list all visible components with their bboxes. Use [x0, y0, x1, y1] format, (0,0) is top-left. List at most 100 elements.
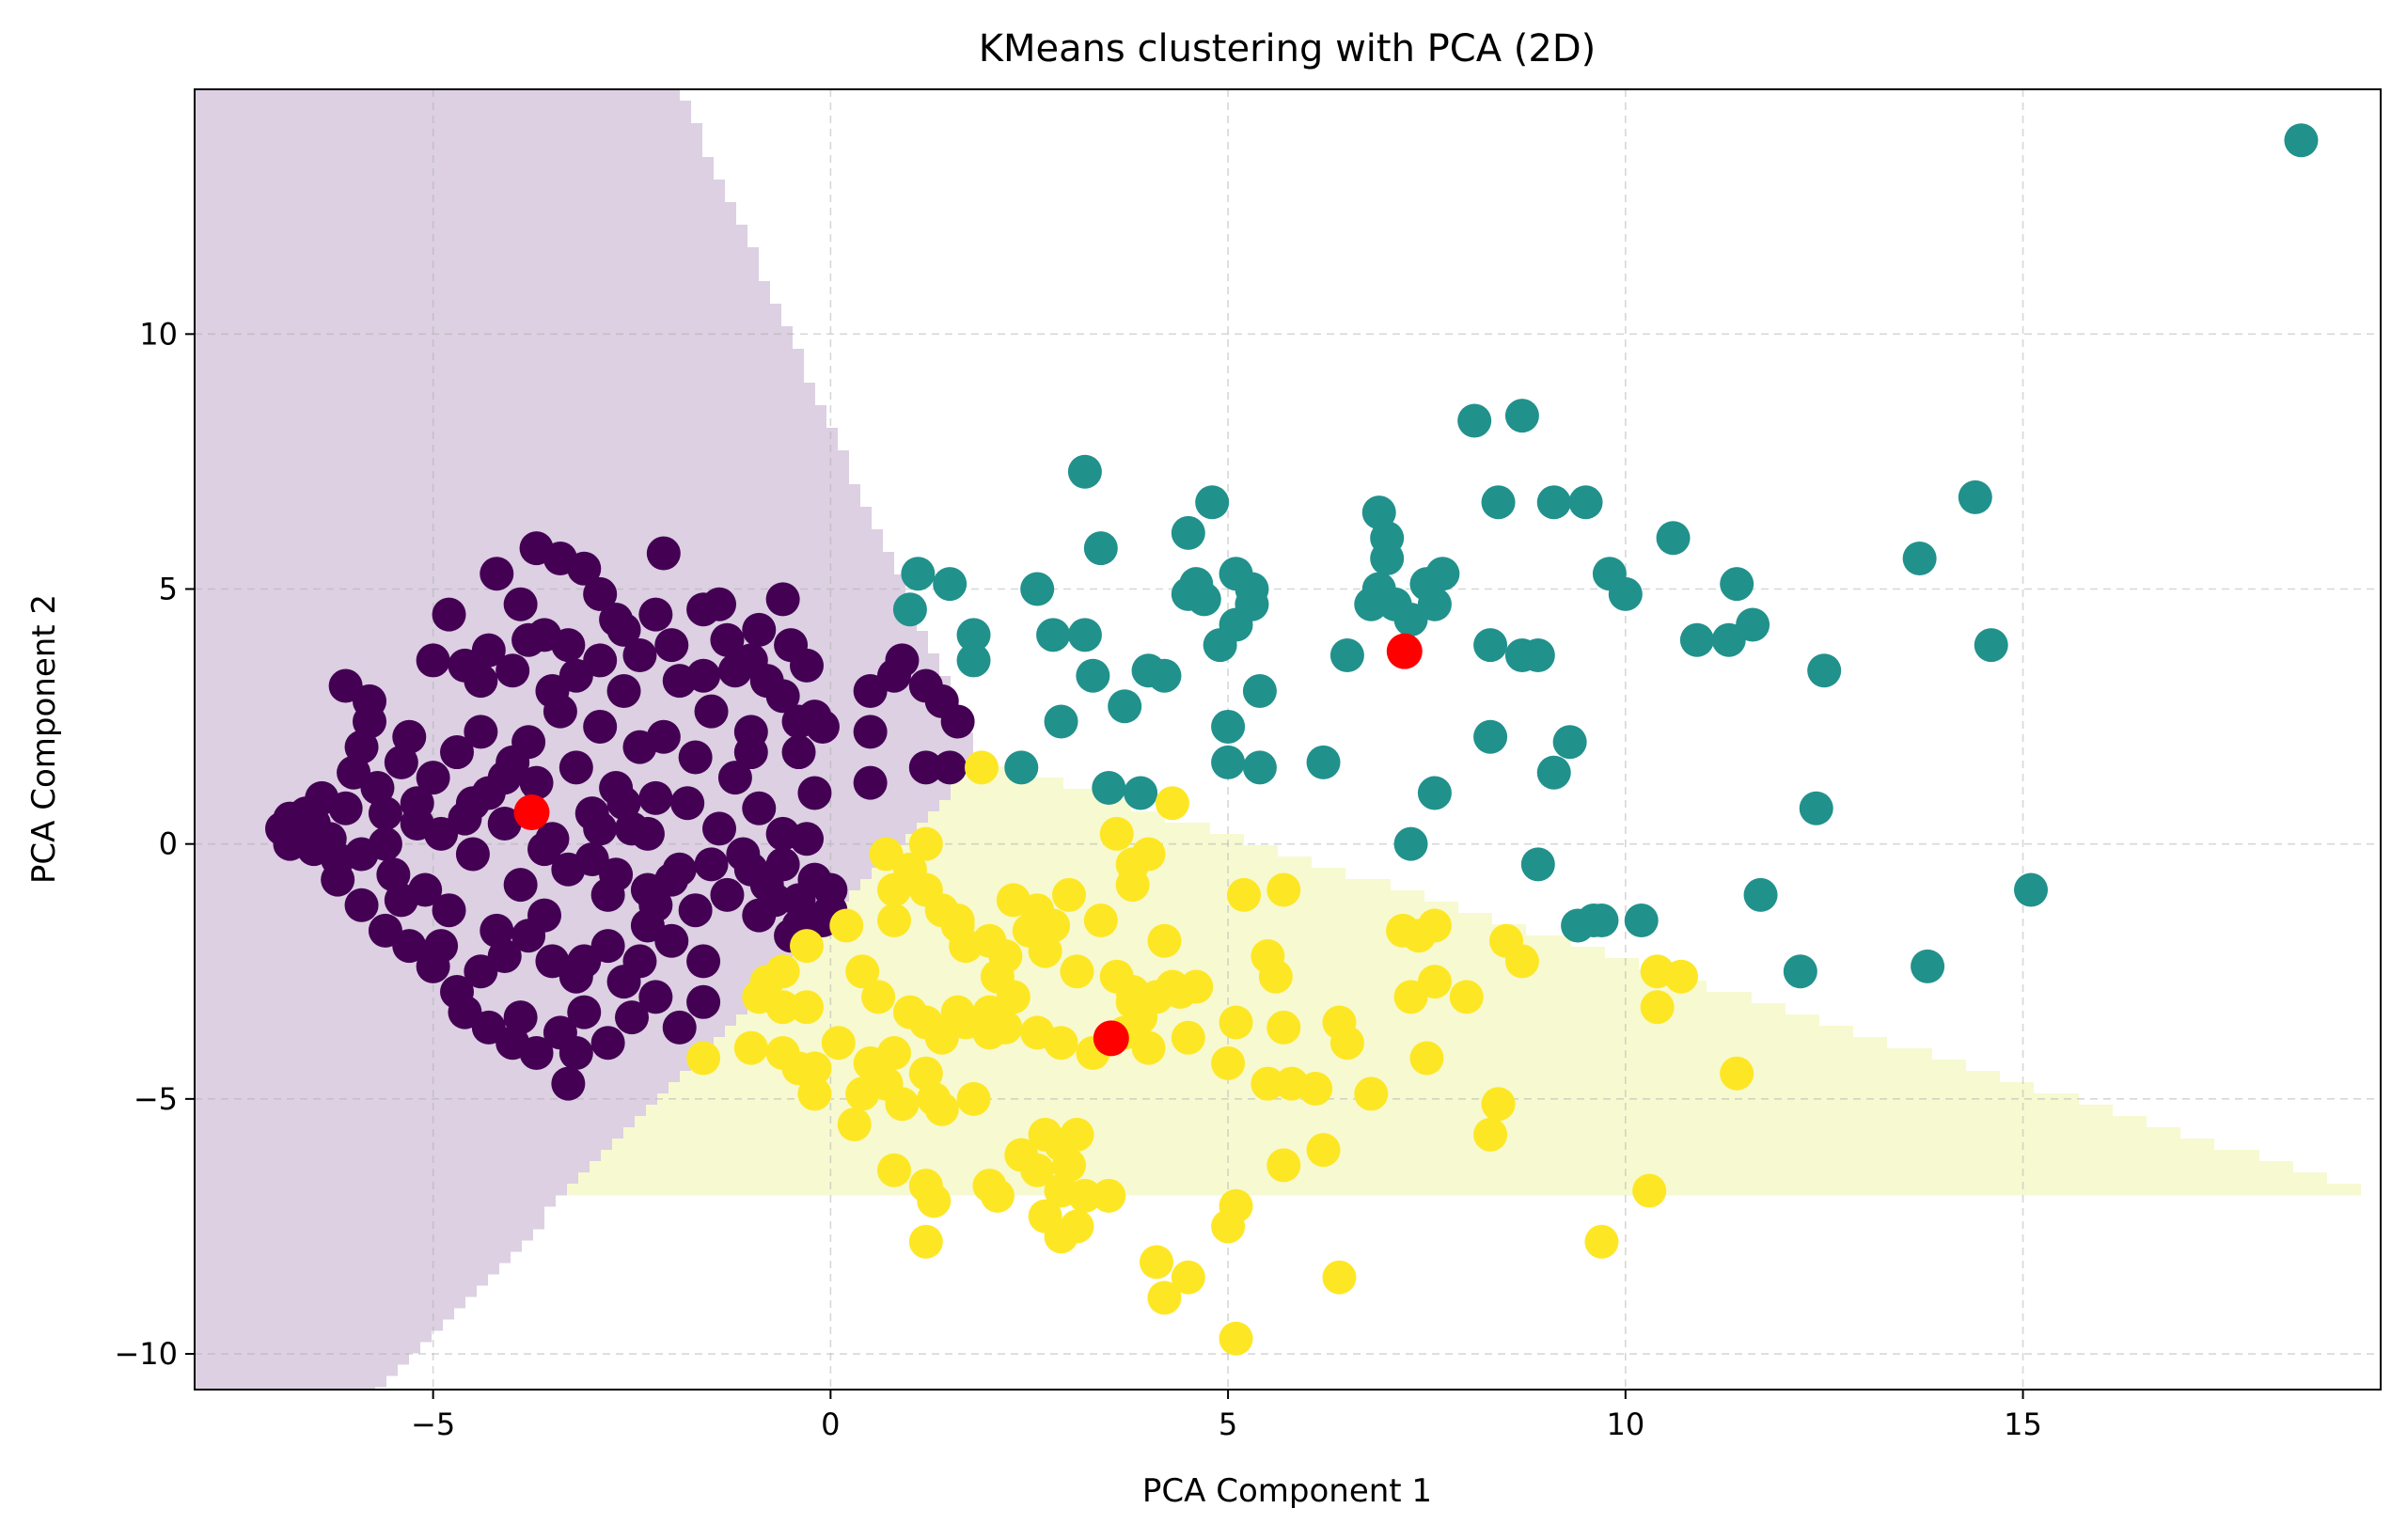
decision-region-cluster-0: [195, 1048, 702, 1061]
data-point-cluster-1: [1083, 531, 1118, 566]
decision-region-cluster-2: [601, 1150, 2259, 1162]
data-point-cluster-2: [1322, 1260, 1357, 1295]
data-point-cluster-1: [1393, 826, 1428, 861]
decision-region-cluster-2: [894, 845, 1278, 857]
decision-region-cluster-0: [195, 428, 838, 440]
data-point-cluster-1: [1592, 557, 1627, 591]
data-point-cluster-1: [1473, 719, 1508, 754]
data-point-cluster-0: [940, 704, 975, 739]
data-point-cluster-0: [654, 628, 689, 663]
data-point-cluster-1: [901, 557, 936, 591]
data-point-cluster-0: [511, 725, 546, 760]
data-point-cluster-2: [1083, 904, 1118, 938]
decision-region-cluster-2: [838, 902, 1458, 914]
decision-region-cluster-0: [195, 1375, 386, 1388]
data-point-cluster-2: [885, 1087, 920, 1122]
data-point-cluster-2: [1417, 908, 1452, 943]
data-point-cluster-0: [558, 750, 593, 785]
decision-region-cluster-0: [195, 1139, 612, 1151]
decision-region-cluster-0: [195, 1116, 635, 1128]
data-point-cluster-0: [646, 536, 681, 571]
decision-region-cluster-0: [195, 112, 691, 124]
decision-region-cluster-0: [195, 450, 849, 463]
data-point-cluster-0: [758, 883, 793, 918]
decision-region-cluster-0: [195, 247, 759, 259]
decision-region-cluster-2: [590, 1161, 2293, 1173]
decision-region-cluster-2: [917, 823, 1210, 835]
data-point-cluster-1: [2014, 872, 2048, 907]
decision-region-cluster-0: [195, 1330, 432, 1343]
data-point-cluster-2: [1632, 1173, 1667, 1208]
decision-region-cluster-0: [195, 292, 770, 305]
data-point-cluster-1: [1370, 541, 1405, 575]
data-point-cluster-1: [1425, 557, 1460, 591]
data-point-cluster-2: [924, 1020, 959, 1055]
data-point-cluster-2: [1115, 868, 1150, 903]
decision-region-cluster-2: [691, 1060, 1966, 1072]
decision-region-cluster-2: [804, 935, 1571, 948]
data-point-cluster-0: [765, 847, 800, 882]
decision-region-cluster-0: [195, 315, 781, 327]
data-point-cluster-2: [1052, 877, 1086, 912]
data-point-cluster-1: [1974, 628, 2008, 663]
decision-region-cluster-0: [195, 721, 962, 733]
data-point-cluster-2: [1028, 934, 1062, 968]
data-point-cluster-0: [765, 582, 800, 617]
decision-region-cluster-0: [195, 1026, 725, 1038]
data-point-cluster-0: [496, 653, 530, 688]
data-point-cluster-2: [1211, 1045, 1246, 1080]
data-point-cluster-2: [1052, 1148, 1086, 1183]
data-point-cluster-0: [710, 622, 745, 657]
decision-region-cluster-0: [195, 1060, 691, 1072]
data-point-cluster-1: [1783, 954, 1817, 989]
data-point-cluster-0: [622, 638, 657, 673]
decision-region-cluster-0: [195, 1285, 477, 1297]
decision-region-cluster-0: [195, 484, 860, 496]
data-point-cluster-2: [686, 1041, 721, 1076]
decision-region-cluster-0: [195, 1308, 454, 1320]
decision-region-cluster-0: [195, 1172, 578, 1185]
data-point-cluster-0: [455, 786, 490, 821]
decision-region-cluster-0: [195, 281, 770, 293]
data-point-cluster-1: [1211, 709, 1246, 744]
data-point-cluster-1: [1911, 949, 1945, 983]
data-point-cluster-2: [1099, 816, 1134, 851]
data-point-cluster-2: [1504, 944, 1539, 979]
data-point-cluster-0: [273, 826, 307, 861]
data-point-cluster-0: [567, 551, 602, 586]
decision-region-cluster-0: [195, 213, 736, 226]
data-point-cluster-2: [1584, 1224, 1619, 1259]
data-point-cluster-2: [1147, 923, 1182, 958]
data-point-cluster-0: [622, 944, 657, 979]
data-point-cluster-2: [1147, 1281, 1182, 1315]
decision-region-cluster-0: [195, 710, 962, 722]
data-point-cluster-2: [1720, 1056, 1754, 1091]
y-axis-label: PCA Component 2: [25, 594, 63, 884]
decision-region-cluster-2: [759, 981, 1707, 993]
data-point-cluster-0: [797, 776, 832, 810]
data-point-cluster-2: [1179, 969, 1214, 1004]
data-point-cluster-1: [1577, 904, 1611, 938]
decision-region-cluster-0: [195, 157, 714, 169]
data-point-cluster-1: [1736, 607, 1770, 642]
data-point-cluster-0: [583, 576, 618, 611]
data-point-cluster-1: [1242, 673, 1277, 708]
data-point-cluster-0: [583, 811, 618, 846]
data-point-cluster-1: [1568, 485, 1603, 520]
decision-region-cluster-2: [623, 1127, 2180, 1139]
decision-region-cluster-0: [195, 473, 849, 485]
decision-region-cluster-0: [195, 360, 804, 372]
data-point-cluster-0: [440, 735, 474, 770]
decision-region-cluster-0: [195, 439, 838, 451]
data-point-cluster-1: [1187, 582, 1221, 617]
data-point-cluster-0: [583, 709, 618, 744]
data-point-cluster-1: [1536, 485, 1571, 520]
data-point-cluster-0: [590, 1026, 625, 1061]
data-point-cluster-0: [694, 847, 729, 882]
data-point-cluster-1: [1958, 479, 1992, 514]
decision-region-cluster-0: [195, 202, 736, 214]
data-point-cluster-1: [1044, 704, 1078, 739]
data-point-cluster-1: [1520, 638, 1555, 673]
data-point-cluster-1: [956, 643, 991, 678]
decision-region-cluster-2: [702, 1048, 1932, 1061]
